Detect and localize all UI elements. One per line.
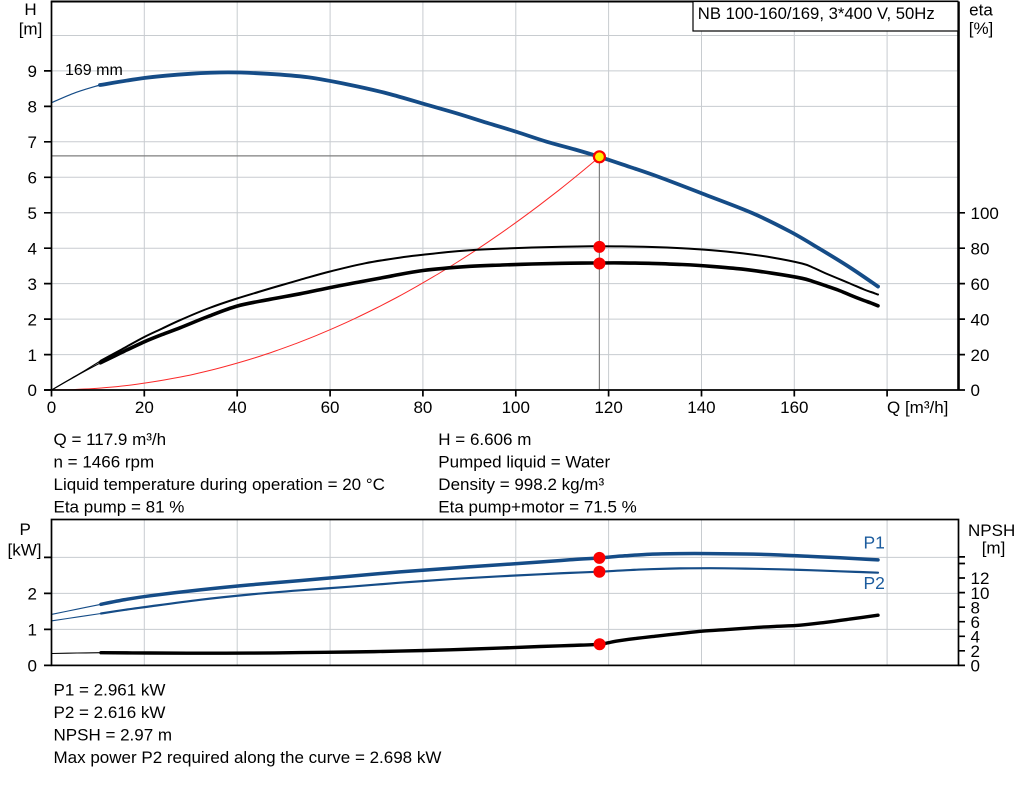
svg-text:5: 5: [28, 204, 37, 223]
svg-text:0: 0: [28, 381, 37, 400]
svg-text:100: 100: [502, 398, 530, 417]
svg-text:P2: P2: [864, 573, 885, 593]
svg-text:[m]: [m]: [19, 20, 43, 39]
svg-text:[kW]: [kW]: [8, 541, 42, 560]
svg-text:8: 8: [28, 98, 37, 117]
svg-text:7: 7: [28, 133, 37, 152]
svg-text:0: 0: [28, 657, 37, 676]
svg-text:9: 9: [28, 62, 37, 81]
svg-text:4: 4: [971, 627, 980, 646]
svg-text:1: 1: [28, 621, 37, 640]
svg-text:NB 100-160/169, 3*400 V, 50Hz: NB 100-160/169, 3*400 V, 50Hz: [698, 4, 935, 23]
svg-text:4: 4: [28, 239, 37, 258]
svg-text:Pumped liquid = Water: Pumped liquid = Water: [438, 453, 610, 472]
svg-text:160: 160: [780, 398, 808, 417]
svg-text:NPSH: NPSH: [968, 521, 1015, 540]
svg-text:P1 = 2.961 kW: P1 = 2.961 kW: [54, 681, 166, 700]
svg-text:1: 1: [28, 346, 37, 365]
svg-text:Max power P2 required along th: Max power P2 required along the curve = …: [54, 748, 442, 767]
svg-text:Density = 998.2 kg/m³: Density = 998.2 kg/m³: [438, 475, 604, 494]
svg-text:60: 60: [971, 275, 990, 294]
svg-text:8: 8: [971, 598, 980, 617]
svg-text:0: 0: [47, 398, 56, 417]
svg-text:12: 12: [971, 569, 990, 588]
svg-text:Liquid temperature during oper: Liquid temperature during operation = 20…: [54, 475, 385, 494]
svg-text:40: 40: [971, 310, 990, 329]
svg-text:6: 6: [971, 613, 980, 632]
svg-text:P1: P1: [864, 533, 885, 553]
svg-text:[%]: [%]: [969, 19, 994, 38]
svg-text:Q = 117.9 m³/h: Q = 117.9 m³/h: [54, 430, 167, 449]
svg-text:2: 2: [28, 585, 37, 604]
svg-text:P: P: [20, 520, 31, 539]
svg-text:169 mm: 169 mm: [65, 62, 123, 79]
svg-text:20: 20: [971, 346, 990, 365]
svg-text:P2 = 2.616 kW: P2 = 2.616 kW: [54, 703, 166, 722]
svg-text:eta: eta: [969, 1, 993, 20]
svg-text:0: 0: [971, 657, 980, 676]
svg-text:100: 100: [971, 204, 999, 223]
svg-text:0: 0: [971, 381, 980, 400]
svg-text:60: 60: [321, 398, 340, 417]
svg-text:2: 2: [28, 310, 37, 329]
svg-text:80: 80: [971, 239, 990, 258]
svg-text:10: 10: [971, 584, 990, 603]
svg-text:H: H: [24, 0, 36, 19]
svg-text:3: 3: [28, 275, 37, 294]
svg-text:H = 6.606 m: H = 6.606 m: [438, 430, 531, 449]
svg-text:[m]: [m]: [982, 539, 1006, 558]
svg-text:20: 20: [135, 398, 154, 417]
svg-text:NPSH = 2.97 m: NPSH = 2.97 m: [54, 726, 173, 745]
svg-text:Eta pump+motor = 71.5 %: Eta pump+motor = 71.5 %: [438, 498, 636, 517]
svg-text:40: 40: [228, 398, 247, 417]
svg-text:80: 80: [413, 398, 432, 417]
svg-text:140: 140: [687, 398, 715, 417]
svg-text:120: 120: [594, 398, 622, 417]
svg-text:6: 6: [28, 169, 37, 188]
svg-text:Eta pump = 81 %: Eta pump = 81 %: [54, 498, 185, 517]
svg-text:2: 2: [971, 642, 980, 661]
svg-text:Q [m³/h]: Q [m³/h]: [887, 398, 948, 417]
svg-text:n = 1466 rpm: n = 1466 rpm: [54, 453, 155, 472]
